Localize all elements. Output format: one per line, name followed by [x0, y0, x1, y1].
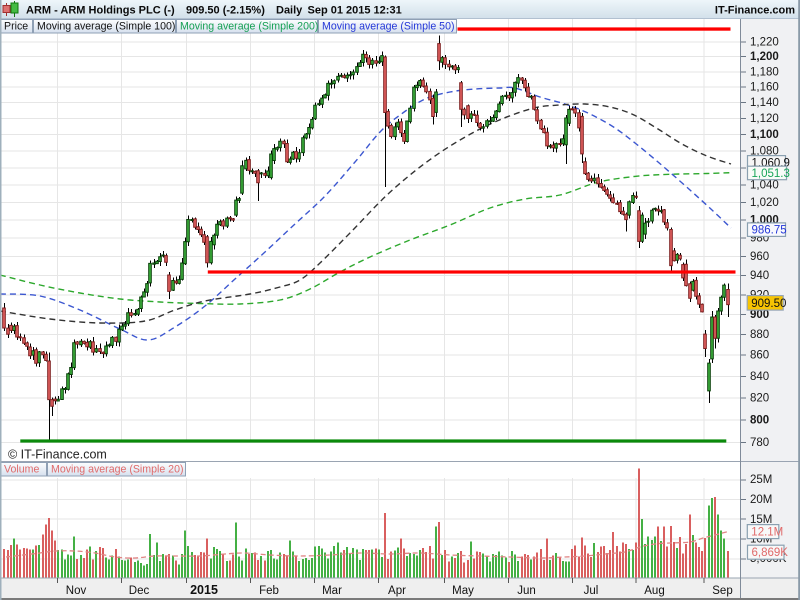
svg-text:Dec: Dec [129, 585, 150, 597]
svg-text:Price: Price [4, 21, 28, 33]
svg-text:Volume: Volume [4, 464, 39, 476]
svg-text:12.1M: 12.1M [751, 527, 783, 539]
svg-text:15M: 15M [750, 514, 772, 526]
svg-text:Moving average (Simple 100): Moving average (Simple 100) [37, 21, 175, 33]
svg-text:Moving average (Simple 50): Moving average (Simple 50) [322, 21, 454, 33]
svg-text:Apr: Apr [388, 585, 406, 597]
svg-text:Moving average (Simple 20): Moving average (Simple 20) [51, 464, 183, 476]
svg-text:1,100: 1,100 [750, 129, 779, 141]
svg-text:820: 820 [750, 392, 769, 404]
svg-text:1,080: 1,080 [750, 146, 779, 158]
svg-text:940: 940 [750, 270, 769, 282]
svg-text:Daily: Daily [276, 5, 303, 17]
svg-text:6,869K: 6,869K [752, 547, 789, 559]
svg-text:May: May [452, 585, 474, 597]
svg-text:Moving average (Simple 200): Moving average (Simple 200) [180, 21, 318, 33]
svg-text:1,020: 1,020 [750, 197, 779, 209]
svg-text:1,180: 1,180 [750, 66, 779, 78]
svg-text:Sep: Sep [712, 585, 732, 597]
svg-text:986.75: 986.75 [752, 225, 787, 237]
svg-text:Nov: Nov [66, 585, 87, 597]
svg-text:Sep 01 2015 12:31: Sep 01 2015 12:31 [308, 5, 402, 17]
svg-text:909.50: 909.50 [751, 298, 786, 310]
svg-text:1,220: 1,220 [750, 36, 779, 48]
svg-text:960: 960 [750, 251, 769, 263]
svg-text:780: 780 [750, 437, 769, 449]
svg-text:1,120: 1,120 [750, 113, 779, 125]
svg-text:1,200: 1,200 [750, 51, 779, 63]
svg-text:909.50 (-2.15%): 909.50 (-2.15%) [186, 5, 265, 17]
svg-text:Jun: Jun [517, 585, 536, 597]
svg-text:ARM - ARM Holdings PLC (-): ARM - ARM Holdings PLC (-) [26, 5, 175, 17]
svg-text:1,051.3: 1,051.3 [752, 168, 790, 180]
svg-text:© IT-Finance.com: © IT-Finance.com [8, 448, 107, 462]
svg-text:880: 880 [750, 329, 769, 341]
svg-text:IT-Finance.com: IT-Finance.com [715, 5, 795, 17]
svg-text:Aug: Aug [644, 585, 664, 597]
svg-text:Jul: Jul [584, 585, 599, 597]
svg-text:1,160: 1,160 [750, 82, 779, 94]
svg-text:860: 860 [750, 350, 769, 362]
svg-text:25M: 25M [750, 474, 772, 486]
svg-text:800: 800 [750, 415, 769, 427]
svg-text:1,140: 1,140 [750, 97, 779, 109]
svg-text:1,040: 1,040 [750, 179, 779, 191]
svg-text:Mar: Mar [322, 585, 342, 597]
svg-text:20M: 20M [750, 494, 772, 506]
svg-text:900: 900 [750, 309, 769, 321]
svg-text:840: 840 [750, 371, 769, 383]
svg-text:2015: 2015 [190, 583, 218, 597]
svg-text:Feb: Feb [259, 585, 279, 597]
